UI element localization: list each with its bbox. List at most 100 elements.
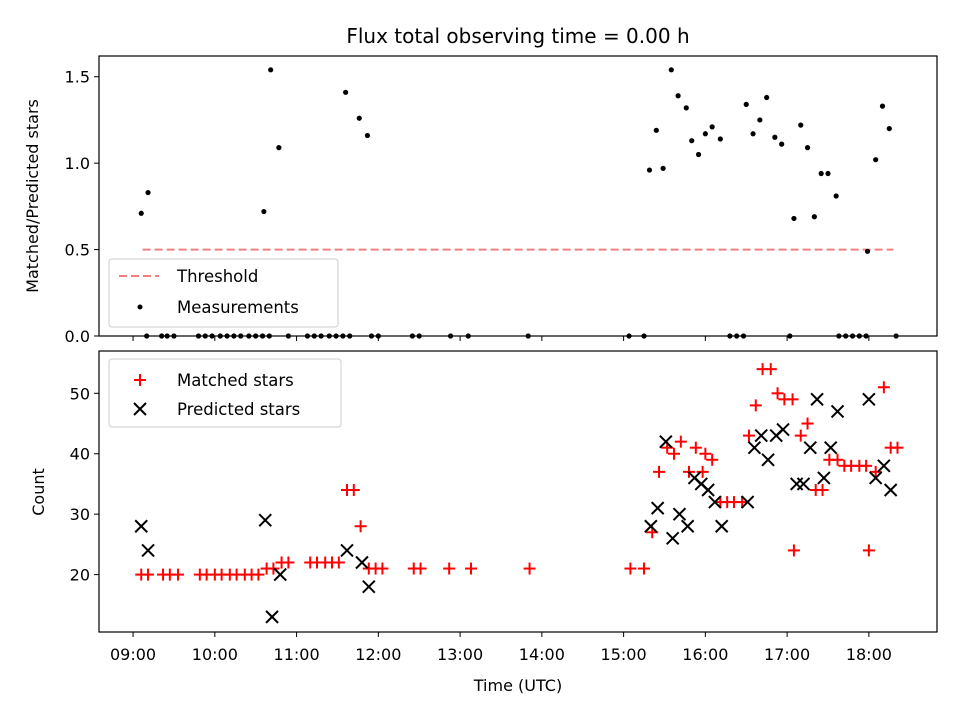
matched-star-point: [816, 483, 829, 496]
measurement-point: [818, 170, 824, 177]
matched-star-point: [443, 562, 456, 575]
matched-star-point: [172, 568, 185, 581]
bottom-x-tick-label: 09:00: [110, 645, 156, 664]
predicted-star-point: [796, 477, 811, 491]
predicted-star-point: [141, 543, 155, 558]
matched-star-point: [869, 465, 882, 478]
bottom-x-tick-label: 14:00: [519, 645, 565, 664]
bottom-x-tick-label: 13:00: [437, 645, 483, 664]
matched-star-point: [267, 562, 280, 575]
predicted-legend-label: Predicted stars: [177, 400, 300, 419]
measurement-point: [798, 122, 804, 128]
top-legend-box: [108, 258, 339, 328]
predicted-star-point: [665, 531, 680, 546]
predicted-star-point: [644, 519, 658, 533]
measurement-point: [653, 127, 659, 133]
matched-star-point: [786, 393, 799, 406]
measurement-point: [364, 132, 371, 139]
bottom-legend: Matched stars Predicted stars: [108, 358, 342, 428]
measurement-point: [879, 103, 886, 109]
measurement-point: [268, 67, 274, 73]
measurement-point: [683, 105, 689, 111]
matched-star-point: [624, 562, 637, 575]
bottom-plot-area: 20 30 40 50 09:00 10:00 11:00 12:00 13:00 14:00 15…: [70, 363, 904, 664]
bottom-x-tick-label: 10:00: [192, 645, 238, 664]
bottom-x-tick-label: 12:00: [355, 645, 401, 664]
measurement-point: [772, 134, 778, 140]
predicted-star-point: [868, 471, 883, 485]
measurement-point: [886, 125, 892, 132]
measurement-point: [811, 214, 817, 220]
bottom-x-tick-label: 18:00: [846, 645, 892, 664]
matched-star-point: [142, 568, 155, 581]
measurement-point: [343, 89, 349, 95]
measurement-point: [873, 157, 879, 163]
predicted-star-point: [803, 440, 817, 455]
top-y-axis-label: Matched/Predicted stars: [23, 99, 42, 293]
measurement-point: [138, 210, 144, 216]
bottom-y-tick-label: 30: [70, 505, 90, 524]
bottom-y-axis-label: Count: [29, 468, 48, 516]
matched-star-point: [764, 363, 777, 376]
bottom-y-tick-label: 20: [70, 566, 90, 585]
matched-star-point: [332, 556, 345, 569]
measurement-point: [702, 131, 708, 137]
measurement-point: [261, 208, 267, 215]
matched-star-point: [862, 544, 875, 557]
predicted-star-point: [740, 495, 755, 509]
matched-star-point: [696, 465, 709, 478]
measurement-point: [825, 170, 831, 177]
predicted-star-point: [340, 543, 354, 558]
measurement-point: [864, 248, 871, 254]
predicted-star-point: [134, 519, 148, 533]
predicted-star-point: [830, 404, 845, 419]
measurement-point: [743, 101, 749, 107]
predicted-star-point: [877, 459, 891, 473]
predicted-star-point: [747, 440, 762, 455]
top-axes-frame: [98, 55, 938, 337]
bottom-x-axis-label: Time (UTC): [473, 676, 562, 695]
matched-star-point: [877, 381, 890, 394]
top-y-tick-label: 0.5: [65, 241, 90, 260]
top-legend: Threshold Measurements: [108, 258, 339, 328]
matched-star-point: [771, 387, 784, 400]
predicted-star-point: [708, 495, 722, 509]
matched-star-point: [749, 399, 762, 412]
measurement-point: [689, 138, 695, 144]
predicted-star-point: [824, 440, 838, 455]
predicted-star-point: [810, 392, 824, 407]
measurement-point: [833, 193, 839, 199]
bottom-x-tick-label: 16:00: [682, 645, 728, 664]
matched-star-point: [282, 556, 295, 569]
matched-star-point: [742, 429, 755, 442]
matched-star-point: [801, 417, 814, 430]
matched-legend-swatch: [134, 374, 146, 386]
matched-star-point: [414, 562, 427, 575]
matched-star-point: [523, 562, 536, 575]
matched-star-point: [860, 459, 873, 472]
predicted-star-point: [672, 507, 687, 521]
matched-star-point: [354, 520, 367, 533]
measurement-point: [356, 115, 362, 121]
predicted-star-point: [761, 453, 775, 467]
matched-star-point: [689, 441, 702, 454]
bottom-x-tick-label: 15:00: [601, 645, 647, 664]
top-y-tick-label: 1.0: [65, 154, 90, 173]
predicted-star-point: [362, 579, 376, 594]
matched-star-point: [891, 441, 904, 454]
measurement-point: [804, 145, 811, 151]
matched-star-point: [252, 568, 265, 581]
predicted-star-point: [258, 513, 272, 527]
predicted-star-point: [776, 422, 790, 437]
measurement-point: [668, 67, 674, 73]
matched-star-point: [638, 562, 651, 575]
matched-star-point: [831, 453, 844, 466]
predicted-star-point: [680, 519, 695, 533]
measurement-point: [276, 145, 282, 151]
matched-star-point: [347, 483, 360, 496]
bottom-y-tick-label: 40: [70, 445, 90, 464]
chart-title: Flux total observing time = 0.00 h: [346, 24, 689, 48]
top-y-tick-label: 0.0: [65, 327, 90, 346]
measurement-point: [660, 165, 666, 171]
matched-star-point: [464, 562, 477, 575]
